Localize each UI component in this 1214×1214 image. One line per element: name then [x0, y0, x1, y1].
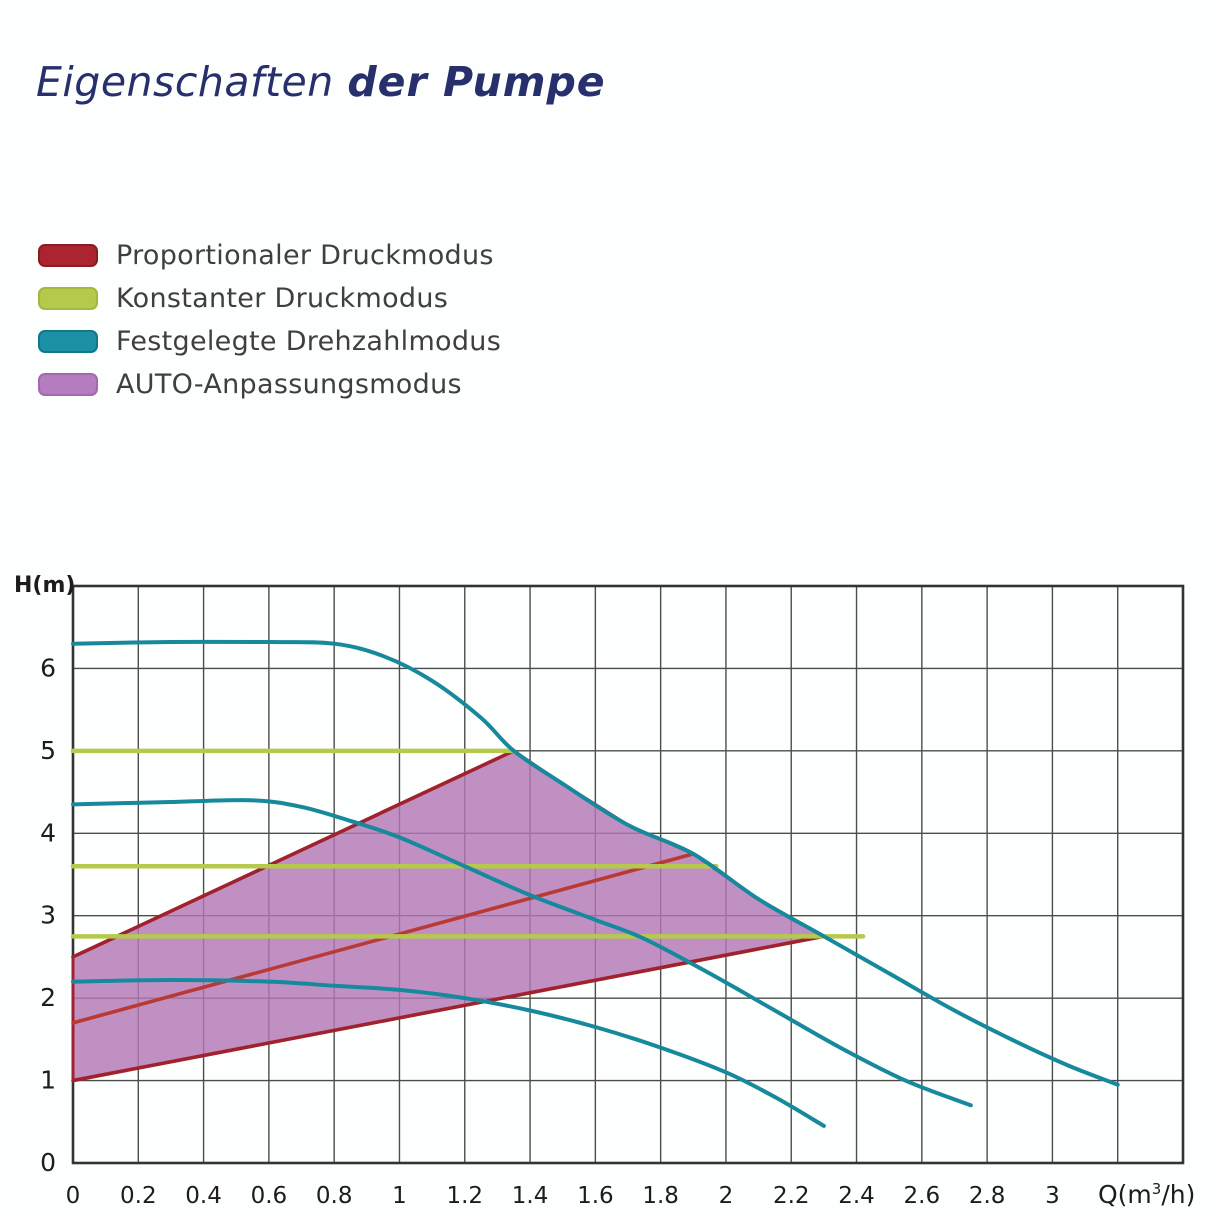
fixed-speed-curve-speed-I	[71, 978, 826, 1128]
page-title-normal: Eigenschaften	[36, 58, 334, 106]
y-tick-label: 5	[40, 736, 56, 765]
x-tick-label: 2	[719, 1183, 734, 1209]
x-tick-label: 1.6	[577, 1183, 614, 1209]
page-title: Eigenschaften der Pumpe	[36, 58, 606, 106]
x-tick-label: 1.4	[512, 1183, 549, 1209]
legend-item-proportional: Proportionaler Druckmodus	[38, 234, 501, 277]
x-tick-label: 0.8	[316, 1183, 353, 1209]
y-tick-label: 2	[40, 983, 56, 1012]
legend-label: Proportionaler Druckmodus	[116, 240, 494, 271]
proportional-pressure-line-3	[71, 934, 826, 1083]
y-tick-label: 3	[40, 901, 56, 930]
axis-labels-layer: 0 0.2 0.4 0.6 0.8 1 1.2 1.4 1.6 1.8 2 2.2 2.4 2.6 2.8 3…	[14, 573, 1195, 1209]
legend-item-konstant: Konstanter Druckmodus	[38, 277, 501, 320]
y-tick-label: 6	[40, 653, 56, 682]
x-tick-label: 0.2	[120, 1183, 157, 1209]
legend-item-auto: AUTO-Anpassungsmodus	[38, 363, 501, 406]
chart-legend: Proportionaler Druckmodus Konstanter Dru…	[38, 234, 501, 406]
grid-layer	[71, 584, 1185, 1165]
plot-border	[71, 584, 1185, 1165]
x-tick-label: 2.6	[904, 1183, 941, 1209]
fixed-speed-layer	[71, 639, 1120, 1128]
fixed-speed-curve-speed-III	[71, 639, 1120, 1087]
x-tick-label: 0.4	[185, 1183, 222, 1209]
x-tick-label: 1.8	[642, 1183, 679, 1209]
legend-swatch-proportional	[38, 244, 98, 267]
y-axis-title: H(m)	[14, 573, 75, 598]
legend-swatch-drehzahl	[38, 330, 98, 353]
y-tick-label: 1	[40, 1066, 56, 1095]
legend-label: Konstanter Druckmodus	[116, 283, 449, 314]
legend-swatch-konstant	[38, 287, 98, 310]
x-tick-label: 2.4	[838, 1183, 875, 1209]
x-tick-label: 2.8	[969, 1183, 1006, 1209]
legend-swatch-auto	[38, 373, 98, 396]
y-tick-label: 4	[40, 818, 56, 847]
x-tick-label: 3	[1045, 1183, 1060, 1209]
legend-label: Festgelegte Drehzahlmodus	[116, 326, 502, 357]
page-title-bold: der Pumpe	[347, 58, 606, 106]
constant-pressure-layer	[70, 748, 866, 939]
x-axis-title: Q(m3/h)	[1098, 1180, 1195, 1209]
x-tick-label: 1	[392, 1183, 407, 1209]
legend-item-drehzahl: Festgelegte Drehzahlmodus	[38, 320, 501, 363]
x-tick-label: 0	[66, 1183, 81, 1209]
fixed-speed-curve-speed-II	[71, 798, 973, 1108]
legend-label: AUTO-Anpassungsmodus	[116, 369, 462, 400]
x-tick-label: 2.2	[773, 1183, 810, 1209]
x-tick-label: 1.2	[446, 1183, 483, 1209]
x-tick-label: 0.6	[251, 1183, 288, 1209]
y-tick-label: 0	[40, 1148, 56, 1177]
proportional-pressure-line-1	[71, 749, 516, 959]
